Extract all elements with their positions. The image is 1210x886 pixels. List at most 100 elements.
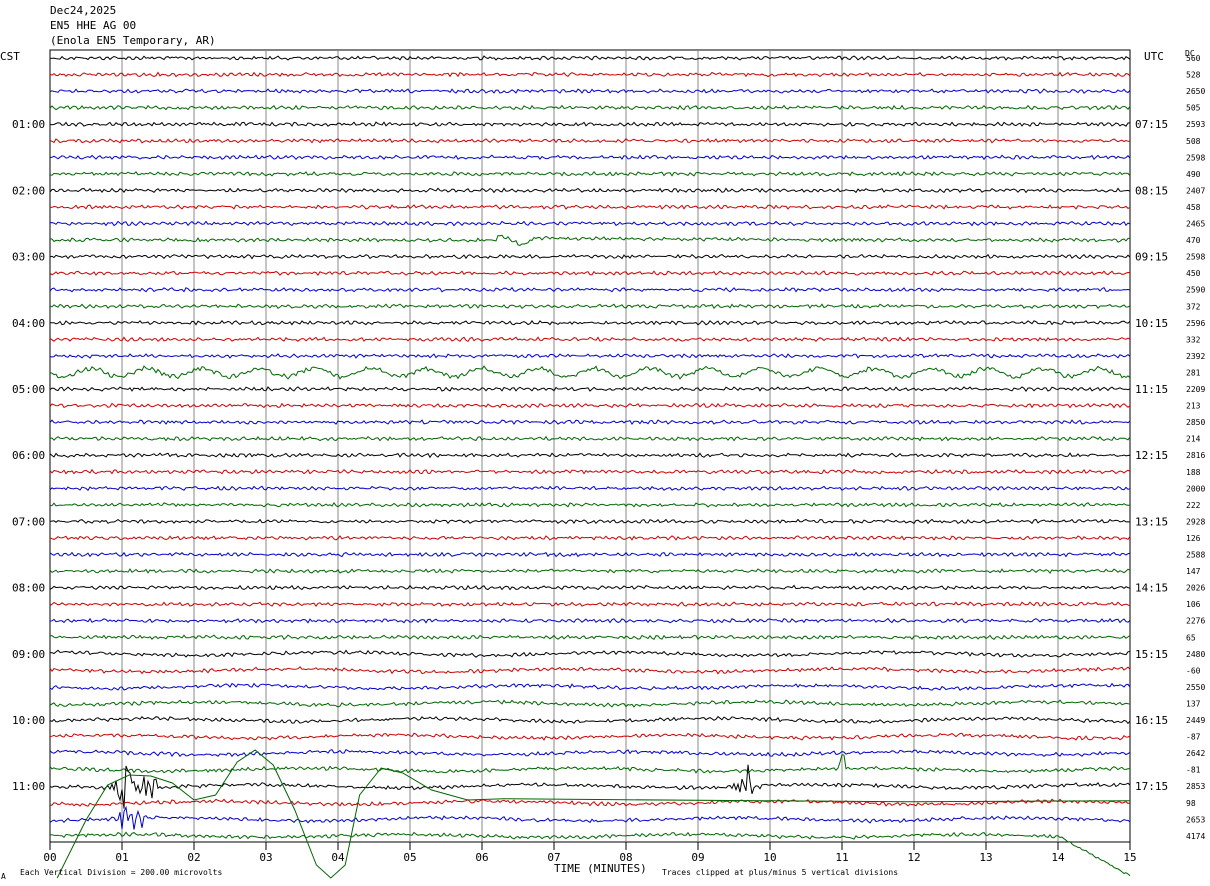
- dc-offset-label: 508: [1186, 137, 1201, 146]
- dc-offset-label: 2026: [1186, 584, 1205, 593]
- seismic-trace-9: [49, 204, 1131, 210]
- dc-offset-label: -87: [1186, 733, 1201, 742]
- dc-offset-label: 2000: [1186, 484, 1205, 493]
- utc-time-label: 10:15: [1135, 317, 1168, 330]
- dc-offset-label: 2853: [1186, 782, 1205, 791]
- left-axis-label: CST: [0, 50, 20, 63]
- seismic-trace-43: [49, 753, 1131, 774]
- utc-time-label: 15:15: [1135, 648, 1168, 661]
- seismic-trace-22: [49, 419, 1131, 426]
- seismic-trace-11: [49, 234, 1130, 247]
- dc-offset-label: 2550: [1186, 683, 1205, 692]
- x-tick-label: 11: [835, 851, 848, 864]
- seismic-trace-29: [49, 535, 1131, 541]
- seismic-trace-12: [49, 253, 1131, 260]
- seismic-trace-30: [49, 551, 1131, 558]
- utc-time-label: 14:15: [1135, 582, 1168, 595]
- dc-offset-label: 2816: [1186, 451, 1205, 460]
- dc-offset-label: 458: [1186, 203, 1201, 212]
- dc-offset-label: 2392: [1186, 352, 1205, 361]
- cst-time-label: 05:00: [12, 383, 45, 396]
- seismic-trace-25: [49, 468, 1131, 475]
- plot-frame: [49, 49, 1131, 843]
- dc-offset-label: 281: [1186, 368, 1201, 377]
- x-tick-label: 04: [331, 851, 345, 864]
- footer-clip-note: Traces clipped at plus/minus 5 vertical …: [662, 868, 899, 877]
- seismic-trace-32: [49, 584, 1131, 591]
- seismic-trace-10: [49, 220, 1131, 227]
- dc-offset-label: 2593: [1186, 120, 1205, 129]
- dc-offset-label: 450: [1186, 269, 1201, 278]
- seismic-trace-38: [49, 682, 1131, 691]
- dc-offset-label: 2449: [1186, 716, 1205, 725]
- plot-date: Dec24,2025: [50, 4, 117, 17]
- seismic-trace-16: [49, 320, 1131, 326]
- dc-offset-label: 2480: [1186, 650, 1205, 659]
- utc-time-label: 12:15: [1135, 449, 1168, 462]
- dc-offset-label: 2598: [1186, 153, 1205, 162]
- dc-offset-label: 2850: [1186, 418, 1205, 427]
- dc-offset-label: 2650: [1186, 87, 1205, 96]
- seismic-trace-33: [49, 601, 1131, 607]
- seismic-trace-39: [49, 699, 1131, 708]
- x-tick-label: 13: [979, 851, 992, 864]
- seismic-trace-47: [49, 831, 1131, 877]
- dc-offset-label: 126: [1186, 534, 1201, 543]
- dc-offset-label: 2209: [1186, 385, 1205, 394]
- seismic-trace-45: [49, 798, 1131, 807]
- utc-time-label: 13:15: [1135, 515, 1168, 528]
- seismic-trace-21: [49, 402, 1131, 409]
- seismic-trace-8: [49, 187, 1131, 194]
- dc-offset-label: -60: [1186, 666, 1201, 675]
- dc-offset-label: 470: [1186, 236, 1201, 245]
- seismic-trace-35: [49, 634, 1131, 641]
- seismic-trace-19: [49, 365, 1131, 380]
- dc-offset-label: 213: [1186, 402, 1201, 411]
- dc-offset-label: 2642: [1186, 749, 1205, 758]
- dc-label: DC: [1185, 49, 1195, 58]
- cst-time-label: 03:00: [12, 251, 45, 264]
- dc-offset-label: 560: [1186, 54, 1201, 63]
- cst-time-label: 06:00: [12, 449, 45, 462]
- seismic-trace-20: [49, 386, 1131, 392]
- seismic-trace-44: [49, 764, 1131, 809]
- x-tick-label: 00: [43, 851, 56, 864]
- dc-offset-label: 222: [1186, 501, 1201, 510]
- x-tick-label: 01: [115, 851, 128, 864]
- dc-offset-label: 2653: [1186, 815, 1205, 824]
- seismic-trace-26: [49, 485, 1131, 492]
- seismic-trace-15: [49, 303, 1131, 310]
- seismic-trace-1: [49, 71, 1131, 78]
- dc-offset-label: 528: [1186, 71, 1201, 80]
- x-tick-label: 08: [619, 851, 632, 864]
- seismic-trace-14: [49, 286, 1131, 293]
- x-tick-label: 15: [1123, 851, 1136, 864]
- dc-offset-label: 2598: [1186, 253, 1205, 262]
- plot-channel: EN5 HHE AG 00: [50, 19, 137, 32]
- x-axis-title: TIME (MINUTES): [554, 862, 647, 875]
- dc-offset-label: 490: [1186, 170, 1201, 179]
- seismic-trace-2: [49, 88, 1131, 94]
- x-tick-label: 07: [547, 851, 560, 864]
- seismic-trace-13: [49, 270, 1131, 276]
- utc-time-label: 16:15: [1135, 714, 1168, 727]
- seismic-trace-3: [49, 104, 1131, 111]
- x-tick-label: 05: [403, 851, 416, 864]
- cst-time-label: 07:00: [12, 515, 45, 528]
- x-tick-label: 03: [259, 851, 272, 864]
- cst-time-label: 02:00: [12, 184, 45, 197]
- corner-mark: A: [1, 872, 6, 881]
- dc-offset-label: 106: [1186, 600, 1201, 609]
- dc-offset-label: 2407: [1186, 186, 1205, 195]
- dc-offset-label: 188: [1186, 468, 1201, 477]
- seismic-trace-31: [49, 568, 1131, 574]
- x-tick-label: 09: [691, 851, 704, 864]
- seismic-trace-24: [49, 452, 1131, 459]
- cst-time-label: 04:00: [12, 317, 45, 330]
- right-axis-label: UTC: [1144, 50, 1164, 63]
- seismic-trace-46: [49, 805, 1131, 830]
- footer-scale-note: Each Vertical Division = 200.00 microvol…: [20, 868, 223, 877]
- utc-time-label: 09:15: [1135, 251, 1168, 264]
- seismic-trace-42: [49, 749, 1131, 758]
- dc-offset-label: 214: [1186, 435, 1201, 444]
